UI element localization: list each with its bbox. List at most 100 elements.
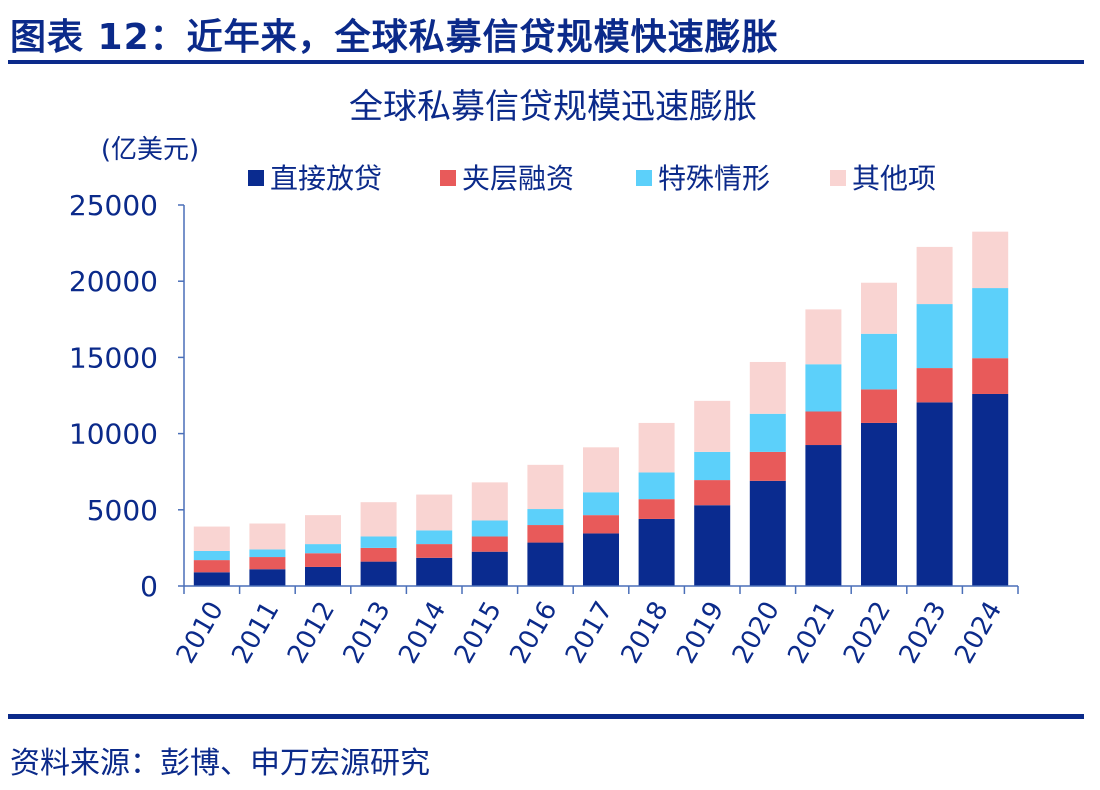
bar-segment	[360, 502, 397, 537]
x-tick-label: 2014	[393, 597, 452, 669]
legend-swatch	[830, 170, 846, 186]
x-axis: 2010201120122013201420152016201720182019…	[171, 585, 1019, 669]
bar-segment	[749, 361, 786, 414]
legend-swatch	[440, 170, 456, 186]
x-tick-label: 2021	[782, 597, 841, 669]
bar-segment	[416, 544, 453, 558]
bar-segment	[471, 551, 508, 586]
x-tick-label: 2018	[616, 597, 675, 669]
bar-stack-2013	[360, 502, 397, 586]
x-tick-label: 2016	[504, 597, 563, 669]
bar-segment	[972, 358, 1009, 394]
chart-title: 全球私募信贷规模迅速膨胀	[349, 87, 757, 127]
bar-segment	[583, 447, 619, 493]
bar-segment	[527, 542, 564, 586]
y-tick-label: 5000	[87, 494, 158, 527]
bar-segment	[249, 523, 286, 550]
y-tick-label: 20000	[69, 265, 158, 298]
bar-segment	[193, 550, 230, 561]
bar-stack-2022	[861, 282, 897, 586]
bar-segment	[916, 304, 953, 369]
bar-segment	[305, 553, 341, 567]
bar-segment	[638, 422, 675, 473]
bar-segment	[916, 368, 953, 403]
bar-segment	[249, 549, 286, 558]
bar-segment	[916, 402, 953, 586]
bar-stack-2018	[638, 422, 675, 586]
bar-stack-2023	[916, 246, 953, 586]
bar-segment	[527, 525, 564, 543]
legend-item: 特殊情形	[636, 162, 770, 195]
bar-segment	[471, 520, 508, 537]
bar-stack-2021	[805, 309, 842, 586]
bar-segment	[360, 547, 397, 562]
bar-stack-2024	[972, 231, 1009, 586]
bar-segment	[861, 282, 897, 334]
top-divider	[8, 60, 1084, 64]
bar-stack-2015	[471, 482, 508, 586]
bar-segment	[527, 464, 564, 510]
bar-segment	[583, 492, 619, 516]
bar-segment	[805, 309, 842, 365]
x-tick-label: 2020	[727, 597, 786, 669]
legend-label: 直接放贷	[270, 162, 382, 195]
y-tick-label: 15000	[69, 341, 158, 374]
legend-item: 夹层融资	[440, 162, 574, 195]
y-tick-label: 0	[140, 570, 158, 603]
y-unit-label: (亿美元)	[101, 135, 199, 165]
legend-swatch	[248, 170, 264, 186]
x-tick-label: 2013	[338, 597, 397, 669]
bar-segment	[972, 231, 1009, 289]
bar-segment	[749, 413, 786, 452]
figure-title: 图表 12：近年来，全球私募信贷规模快速膨胀	[10, 17, 779, 58]
bar-segment	[694, 480, 731, 506]
legend-label: 特殊情形	[658, 162, 770, 195]
bar-stack-2012	[305, 515, 341, 586]
bar-segment	[805, 445, 842, 586]
bar-segment	[805, 364, 842, 412]
bar-segment	[861, 333, 897, 390]
bar-segment	[360, 536, 397, 548]
bottom-divider	[8, 714, 1084, 719]
bar-segment	[805, 411, 842, 446]
bar-segment	[861, 422, 897, 586]
y-tick-label: 10000	[69, 418, 158, 451]
bar-segment	[249, 569, 286, 586]
bar-segment	[416, 494, 453, 531]
x-tick-label: 2022	[838, 597, 897, 669]
bar-segment	[416, 530, 453, 545]
x-tick-label: 2012	[282, 597, 341, 669]
bar-stack-2020	[749, 361, 786, 586]
bar-stack-2011	[249, 523, 286, 586]
x-tick-label: 2024	[949, 596, 1008, 668]
bar-segment	[416, 557, 453, 586]
bar-segment	[583, 515, 619, 534]
x-tick-label: 2011	[226, 597, 285, 669]
legend-label: 夹层融资	[462, 162, 574, 195]
bar-segment	[638, 518, 675, 586]
bar-segment	[638, 499, 675, 519]
bar-segment	[193, 572, 230, 586]
bar-segment	[471, 482, 508, 521]
bar-segment	[694, 505, 731, 586]
bar-segment	[972, 393, 1009, 586]
bar-segment	[305, 566, 341, 586]
x-tick-label: 2015	[449, 597, 508, 669]
bar-segment	[972, 288, 1009, 359]
x-tick-label: 2019	[671, 597, 730, 669]
bar-segment	[305, 515, 341, 545]
x-tick-label: 2017	[560, 597, 619, 669]
bar-segment	[583, 533, 619, 586]
bar-segment	[638, 472, 675, 500]
bar-segment	[527, 509, 564, 526]
bar-stack-2014	[416, 494, 453, 586]
legend-label: 其他项	[852, 162, 936, 195]
stacked-bar-chart: 全球私募信贷规模迅速膨胀 (亿美元) 直接放贷 夹层融资 特殊情形 其他项 0 5000…	[69, 87, 1019, 669]
bar-segment	[193, 526, 230, 551]
bar-stack-2017	[583, 447, 619, 586]
bar-segment	[694, 451, 731, 481]
bars	[193, 231, 1009, 586]
legend: 直接放贷 夹层融资 特殊情形 其他项	[248, 162, 936, 195]
bar-segment	[861, 389, 897, 423]
bar-segment	[249, 557, 286, 570]
